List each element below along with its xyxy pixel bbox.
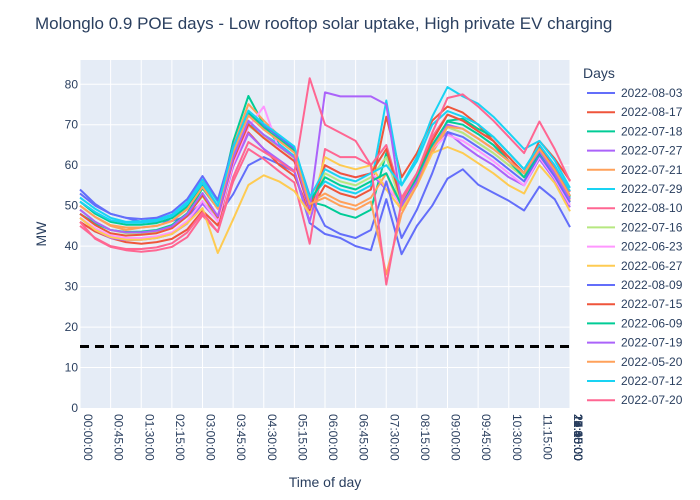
legend-label: 2022-08-09 (621, 278, 683, 292)
y-tick-label: 20 (65, 320, 79, 334)
x-tick-label: 11:15:00 (540, 414, 554, 460)
x-tick-label: 10:30:00 (510, 414, 524, 461)
legend-title: Days (583, 65, 615, 81)
x-tick-label: 00:00:00 (81, 414, 95, 461)
legend-label: 2022-06-27 (621, 259, 683, 273)
x-tick-label: 15:45:00 (571, 414, 585, 461)
x-tick-label: 09:45:00 (479, 414, 493, 461)
legend-label: 2022-06-09 (621, 316, 683, 330)
x-tick-label: 20:15:00 (571, 414, 585, 461)
y-tick-label: 50 (65, 199, 79, 213)
legend-label: 2022-07-27 (621, 144, 683, 158)
legend-label: 2022-07-12 (621, 374, 683, 388)
y-tick-label: 80 (65, 77, 79, 91)
x-tick-label: 02:15:00 (173, 414, 187, 461)
legend-label: 2022-08-03 (621, 86, 683, 100)
legend-label: 2022-07-19 (621, 336, 683, 350)
x-tick-label: 05:15:00 (295, 414, 309, 461)
x-tick-label: 12:45:00 (571, 414, 585, 461)
series-line (79, 146, 571, 254)
series-line (79, 105, 571, 245)
y-tick-label: 0 (71, 401, 78, 415)
legend-label: 2022-07-29 (621, 182, 683, 196)
y-axis-title: MW (33, 221, 49, 247)
series-line (79, 113, 571, 239)
x-tick-label: 23:15:00 (571, 414, 585, 461)
legend-label: 2022-07-15 (621, 297, 683, 311)
x-tick-label: 09:00:00 (449, 414, 463, 461)
legend-label: 2022-07-18 (621, 124, 683, 138)
series-line (79, 77, 571, 286)
x-tick-label: 16:30:00 (571, 414, 585, 461)
x-tick-label: 03:45:00 (234, 414, 248, 461)
legend-label: 2022-06-23 (621, 240, 683, 254)
x-tick-label: 15:00:00 (571, 414, 585, 461)
series-line (79, 109, 571, 224)
x-tick-label: 19:30:00 (571, 414, 585, 461)
y-tick-label: 10 (65, 361, 79, 375)
x-tick-label: 06:00:00 (326, 414, 340, 461)
y-tick-label: 30 (65, 280, 79, 294)
x-tick-label: 21:00:00 (571, 414, 585, 461)
legend-label: 2022-07-20 (621, 393, 683, 407)
series-line (79, 114, 571, 276)
x-tick-label: 21:45:00 (571, 414, 585, 461)
x-tick-label: 01:30:00 (142, 414, 156, 461)
x-tick-label: 12:00:00 (571, 414, 585, 461)
x-tick-label: 00:45:00 (112, 414, 126, 461)
x-tick-label: 08:15:00 (418, 414, 432, 461)
legend-label: 2022-08-10 (621, 201, 683, 215)
series-line (79, 113, 571, 237)
x-tick-label: 17:15:00 (571, 414, 585, 461)
series-line (79, 111, 571, 226)
chart-title: Molonglo 0.9 POE days - Low rooftop sola… (35, 14, 613, 33)
x-tick-label: 18:00:00 (571, 414, 585, 461)
legend-label: 2022-07-16 (621, 220, 683, 234)
x-tick-label: 13:30:00 (571, 414, 585, 461)
legend-label: 2022-07-21 (621, 163, 683, 177)
y-tick-label: 70 (65, 118, 79, 132)
x-tick-label: 03:00:00 (204, 414, 218, 461)
x-tick-label: 04:30:00 (265, 414, 279, 461)
x-tick-label: 18:45:00 (571, 414, 585, 461)
x-axis-title: Time of day (289, 474, 362, 490)
y-tick-label: 60 (65, 158, 79, 172)
legend-label: 2022-05-20 (621, 355, 683, 369)
y-tick-label: 40 (65, 239, 79, 253)
series-line (79, 86, 571, 223)
legend-label: 2022-08-17 (621, 105, 683, 119)
x-tick-label: 07:30:00 (387, 414, 401, 461)
x-tick-label: 22:30:00 (571, 414, 585, 461)
x-tick-label: 06:45:00 (357, 414, 371, 461)
x-tick-label: 14:15:00 (571, 414, 585, 461)
